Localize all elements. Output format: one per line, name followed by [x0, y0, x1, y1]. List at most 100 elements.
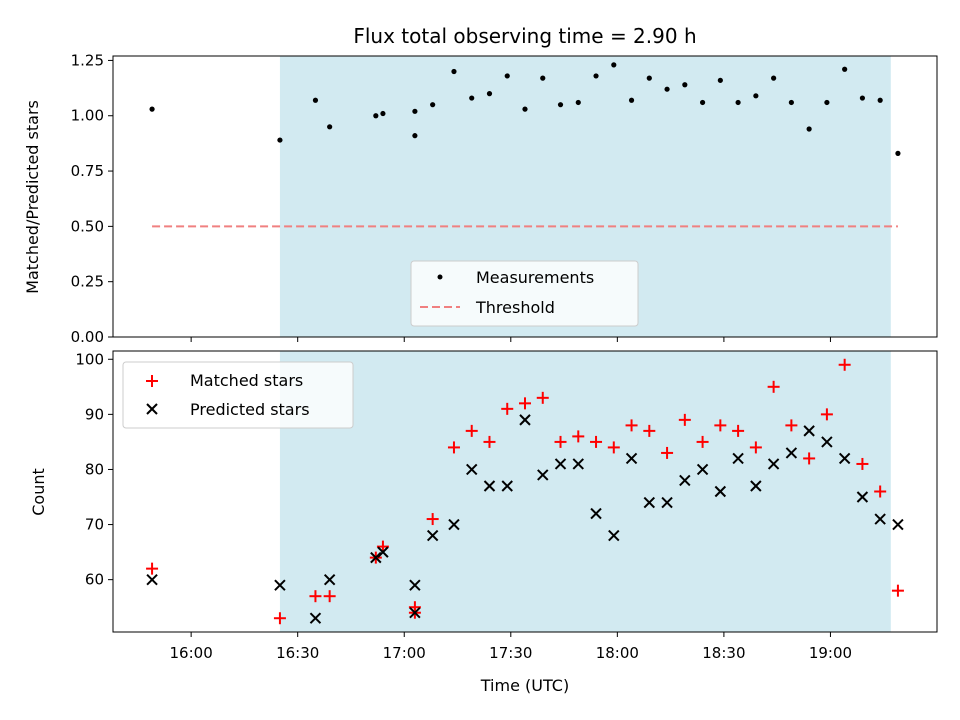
matched-star-point — [465, 424, 478, 437]
predicted-star-point — [696, 463, 709, 476]
matched-star-point — [856, 457, 869, 470]
measurement-point — [842, 66, 848, 72]
matched-star-point — [590, 435, 603, 448]
predicted-star-point — [409, 607, 421, 619]
measurement-point — [312, 97, 319, 103]
legend-measurements-label: Measurements — [476, 268, 594, 287]
predicted-star-point — [146, 573, 158, 586]
matched-star-point — [501, 402, 514, 415]
matched-star-point — [554, 435, 567, 448]
bottom-ytick-label: 100 — [75, 350, 104, 368]
matched-star-point — [309, 590, 322, 603]
bottom-ytick-label: 70 — [85, 516, 104, 534]
x-axis-label: Time (UTC) — [480, 676, 569, 695]
predicted-star-point — [537, 469, 549, 481]
xtick-label: 18:00 — [596, 644, 639, 662]
xtick-label: 16:30 — [276, 644, 319, 662]
predicted-star-point — [590, 507, 602, 520]
predicted-star-point — [625, 452, 638, 465]
predicted-star-point — [838, 452, 851, 465]
matched-star-point — [678, 413, 691, 426]
matched-star-point — [891, 584, 904, 597]
matched-star-point — [323, 590, 336, 603]
matched-star-point — [767, 380, 780, 393]
xtick-label: 18:30 — [702, 644, 745, 662]
legend-predicted-label: Predicted stars — [190, 400, 310, 419]
measurement-point — [593, 73, 599, 79]
top-panel: 0.00 0.25 0.50 0.75 1.00 1.25 Matched/Predict… — [23, 51, 938, 346]
matched-star-point — [714, 419, 727, 432]
xtick-label: 17:00 — [383, 644, 426, 662]
matched-star-point — [572, 430, 585, 443]
bottom-ytick-label: 90 — [85, 405, 104, 423]
predicted-star-point — [572, 458, 584, 470]
matched-star-point — [625, 419, 638, 432]
measurement-point — [877, 97, 883, 103]
measurement-point — [540, 75, 546, 81]
measurement-point — [430, 102, 436, 108]
measurement-point — [682, 82, 688, 88]
matched-star-point — [785, 419, 798, 432]
matched-star-point — [661, 446, 674, 459]
measurement-point — [859, 95, 866, 101]
predicted-star-point — [679, 474, 691, 487]
legend-predicted-marker — [146, 403, 158, 415]
matched-star-point — [838, 358, 851, 371]
predicted-star-point — [274, 579, 286, 591]
predicted-star-point — [483, 480, 496, 492]
predicted-star-point — [409, 579, 421, 591]
matched-star-point — [273, 612, 286, 625]
predicted-star-point — [714, 485, 727, 498]
top-ytick-label: 0.50 — [71, 217, 104, 235]
matched-star-point — [447, 441, 460, 454]
legend-matched-marker — [146, 375, 158, 387]
measurement-point — [735, 99, 741, 106]
legend-matched-label: Matched stars — [190, 371, 303, 390]
predicted-star-point — [803, 425, 815, 437]
predicted-star-point — [554, 458, 567, 470]
predicted-star-point — [519, 414, 531, 426]
legend-measurements-marker — [437, 274, 443, 280]
predicted-star-point — [874, 513, 886, 525]
measurement-point — [664, 86, 670, 92]
measurement-point — [824, 99, 830, 106]
bottom-legend: Matched stars Predicted stars — [122, 361, 354, 429]
chart-title: Flux total observing time = 2.90 h — [353, 24, 696, 48]
predicted-star-point — [309, 612, 322, 624]
top-ytick-label: 0.00 — [71, 328, 104, 346]
matched-star-point — [376, 540, 389, 553]
measurement-point — [646, 75, 652, 81]
bottom-panel: 60 70 80 90 100 16:00 16:30 17:00 17:30 18:00 18:… — [29, 350, 938, 695]
measurement-point — [699, 99, 706, 106]
top-y-axis-label: Matched/Predicted stars — [23, 100, 42, 294]
measurement-point — [717, 77, 723, 83]
predicted-star-point — [466, 463, 478, 476]
predicted-star-point — [750, 480, 762, 492]
measurement-point — [753, 93, 759, 99]
predicted-star-point — [732, 452, 744, 465]
measurement-point — [469, 95, 475, 101]
top-ytick-label: 0.75 — [71, 162, 104, 180]
predicted-star-point — [821, 436, 833, 448]
matched-star-point — [426, 513, 439, 526]
measurement-point — [277, 137, 283, 143]
predicted-star-point — [608, 529, 620, 542]
predicted-star-point — [377, 546, 389, 558]
bottom-y-axis-label: Count — [29, 468, 48, 516]
measurement-point — [575, 99, 581, 106]
measurement-point — [504, 73, 510, 79]
matched-star-point — [519, 397, 531, 410]
measurement-point — [557, 102, 564, 108]
bottom-ytick-label: 80 — [85, 460, 104, 478]
measurement-point — [806, 126, 812, 132]
measurement-point — [611, 62, 617, 68]
matched-star-point — [536, 391, 549, 404]
predicted-star-point — [661, 496, 673, 509]
measurement-point — [628, 97, 635, 103]
top-ytick-label: 1.25 — [71, 51, 104, 69]
measurement-point — [451, 68, 457, 75]
xtick-label: 19:00 — [809, 644, 852, 662]
measurement-point — [380, 110, 386, 117]
matched-star-point — [483, 435, 496, 448]
